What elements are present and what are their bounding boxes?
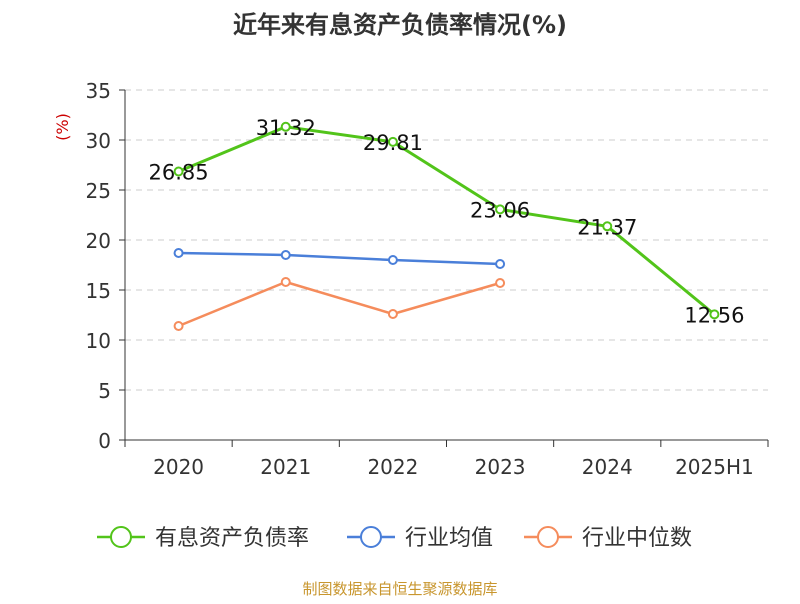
data-label: 29.81 — [363, 131, 423, 155]
series-lines — [173, 121, 720, 331]
data-label: 12.56 — [684, 303, 744, 327]
data-label: 21.37 — [577, 215, 637, 239]
legend-marker — [537, 526, 559, 548]
axes: 0 5 10 15 20 25 30 35 2020 2021 2022 2023 2024 2025H1 — [86, 79, 769, 479]
y-tick-label: 25 — [86, 179, 111, 203]
legend-label: 行业均值 — [405, 526, 493, 551]
data-point — [173, 321, 184, 331]
data-point — [495, 278, 506, 288]
x-tick-label: 2024 — [582, 455, 633, 479]
y-tick-label: 20 — [86, 229, 111, 253]
data-point — [387, 309, 398, 319]
x-tick-label: 2021 — [260, 455, 311, 479]
data-point — [173, 248, 184, 258]
data-label: 23.06 — [470, 198, 530, 222]
y-tick-label: 10 — [86, 329, 111, 353]
y-tick-label: 30 — [86, 129, 111, 153]
legend-label: 有息资产负债率 — [155, 526, 309, 551]
series-line — [178, 251, 501, 266]
data-point — [280, 250, 291, 260]
y-axis-unit-label: (%) — [53, 113, 72, 141]
legend-label: 行业中位数 — [582, 526, 692, 551]
data-point — [280, 277, 291, 287]
data-point — [709, 309, 720, 320]
y-tick-label: 5 — [98, 379, 111, 403]
x-tick-label: 2023 — [475, 455, 526, 479]
x-tick-label: 2022 — [367, 455, 418, 479]
data-label: 26.85 — [149, 161, 209, 185]
legend-marker — [110, 526, 132, 548]
chart-title: 近年来有息资产负债率情况(%) — [233, 11, 567, 39]
series-line — [178, 280, 501, 328]
data-point — [495, 259, 506, 269]
data-point — [387, 255, 398, 265]
source-note: 制图数据来自恒生聚源数据库 — [302, 580, 497, 598]
data-point — [602, 221, 613, 232]
data-point — [387, 136, 398, 147]
y-tick-label: 0 — [98, 429, 111, 453]
y-tick-label: 15 — [86, 279, 111, 303]
data-point — [280, 121, 291, 132]
series-line — [178, 125, 716, 316]
legend: 有息资产负债率 行业均值 行业中位数 — [97, 526, 692, 551]
data-labels: 26.85 31.32 29.81 23.06 21.37 12.56 — [149, 116, 745, 328]
x-tick-label: 2020 — [153, 455, 204, 479]
x-tick-label: 2025H1 — [675, 455, 754, 479]
grid-lines — [125, 89, 768, 391]
y-tick-label: 35 — [86, 79, 111, 103]
data-point — [495, 204, 506, 215]
legend-marker — [360, 526, 382, 548]
data-point — [173, 166, 184, 177]
data-label: 31.32 — [256, 116, 316, 140]
